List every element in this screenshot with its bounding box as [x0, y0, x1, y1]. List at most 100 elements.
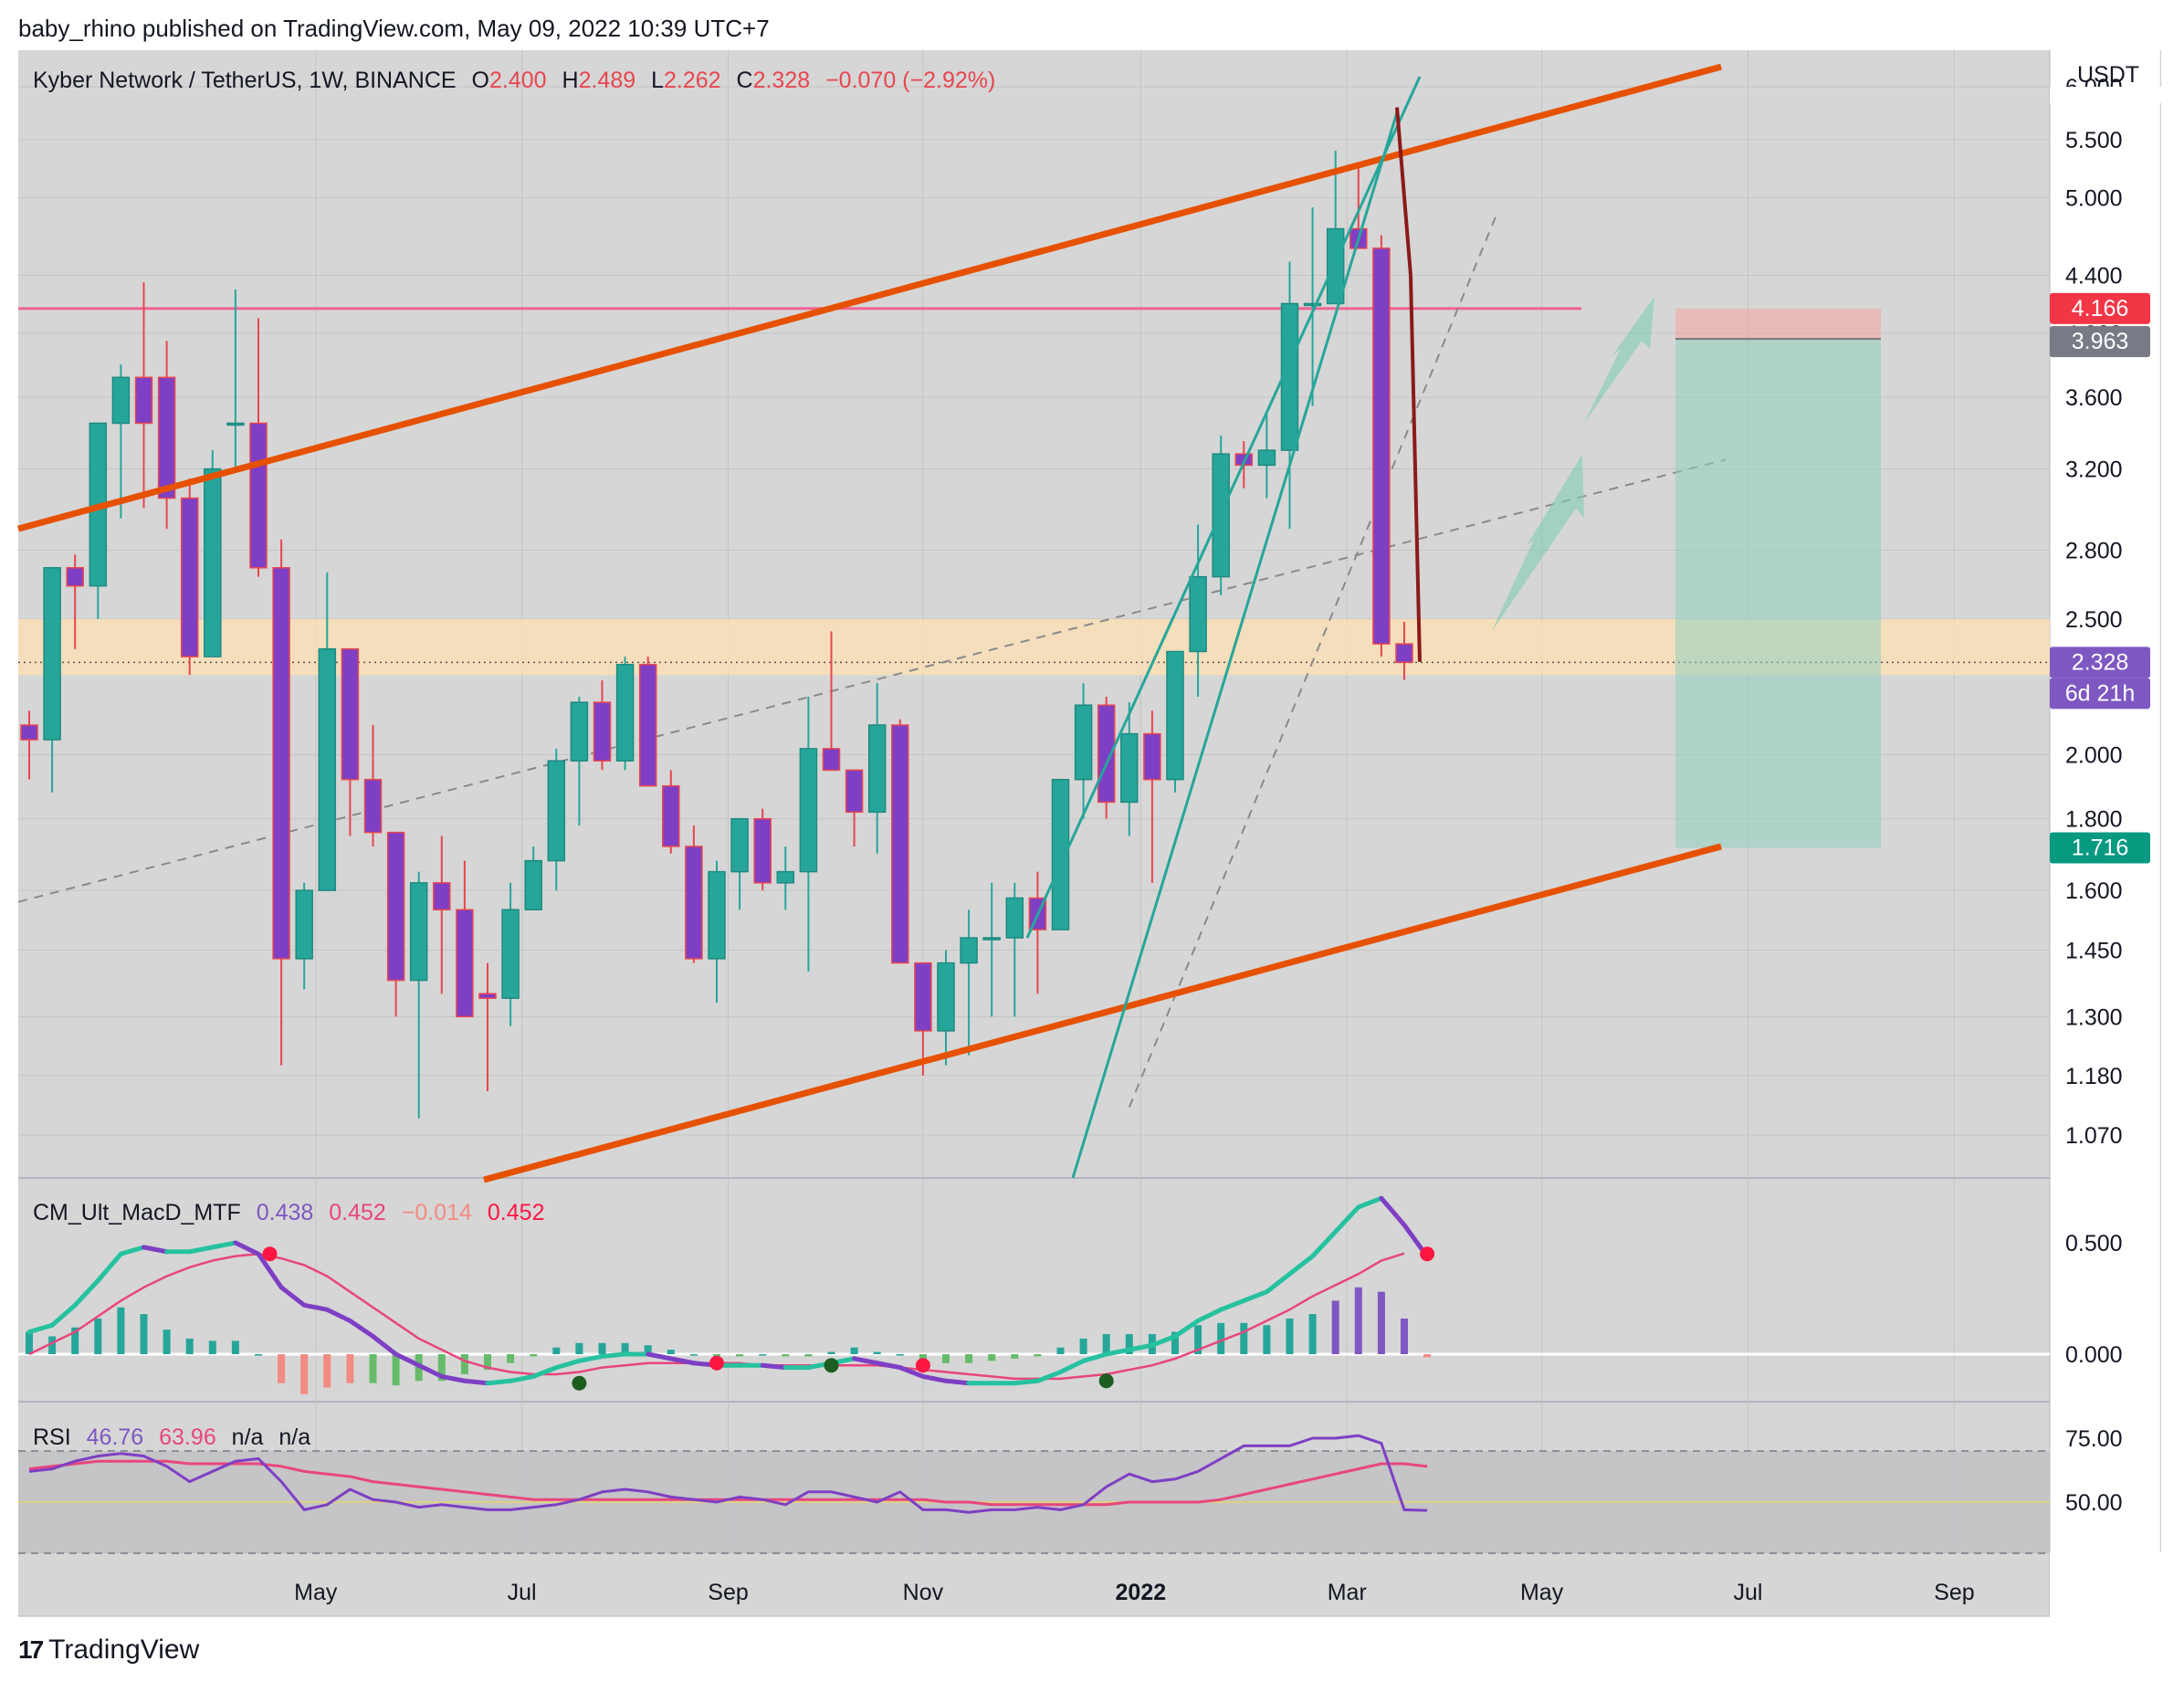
macd-line-segment [49, 1302, 78, 1328]
macd-line-segment [462, 1378, 490, 1386]
rsi-name: RSI [33, 1424, 71, 1450]
price-tick-label: 1.450 [2065, 939, 2123, 964]
time-tick-label: Sep [708, 1580, 748, 1605]
price-label-box [2050, 678, 2150, 710]
macd-histogram-bar [1308, 1314, 1317, 1354]
price-axis[interactable]: 6.0005.5005.0004.4004.0003.6003.2002.800… [2050, 62, 2184, 1516]
candle-body [433, 882, 451, 910]
macd-line-segment [416, 1362, 445, 1379]
tradingview-logo[interactable]: 17 TradingView [18, 1635, 199, 1666]
candle-body [1189, 575, 1207, 653]
macd-cross-dot [709, 1355, 724, 1371]
macd-histogram-bar [346, 1354, 354, 1383]
time-axis[interactable]: MayJulSepNov2022MarMayJulSepNov [294, 1552, 2184, 1616]
dashed-wedge-midline [1128, 216, 1497, 1108]
price-label-box [2050, 647, 2150, 678]
macd-histogram-bar [94, 1318, 102, 1354]
candle-body [249, 422, 268, 569]
candle-body [615, 663, 635, 762]
macd-histogram-bar [530, 1354, 538, 1357]
price-label-box [2050, 832, 2150, 864]
macd-histogram-bar [1217, 1322, 1225, 1354]
macd-histogram-bar [392, 1354, 400, 1386]
macd-line-segment [898, 1365, 926, 1379]
macd-line-segment [760, 1362, 788, 1371]
candle-body [134, 376, 153, 425]
macd-histogram-bar [988, 1354, 996, 1361]
macd-cross-dot [1420, 1246, 1435, 1262]
price-axis-mask [2050, 87, 2184, 103]
projection-arrow-2 [1580, 296, 1654, 433]
time-axis-mask [2050, 1552, 2184, 1616]
macd-cross-dot [572, 1375, 587, 1391]
macd-line-segment [301, 1302, 330, 1312]
macd-histogram-bar [369, 1354, 377, 1383]
candle-body [1097, 704, 1116, 804]
position-target-zone [1675, 339, 1881, 848]
macd-line-segment [1333, 1204, 1361, 1235]
macd-line-segment [278, 1285, 307, 1308]
macd-pane-bg [18, 1178, 2050, 1402]
candle-body [1395, 643, 1413, 664]
macd-line-segment [1172, 1318, 1201, 1339]
candle-body [1326, 227, 1345, 305]
macd-histogram-bar [300, 1354, 309, 1394]
candle-body [662, 784, 680, 847]
macd-value-4: 0.452 [487, 1200, 545, 1225]
macd-histogram-bar [644, 1345, 652, 1354]
macd-histogram-bar [48, 1336, 57, 1354]
candle-body [157, 376, 176, 499]
macd-line-segment [576, 1353, 604, 1363]
macd-line-segment [1012, 1378, 1040, 1386]
rsi-tick-label: 50.00 [2065, 1490, 2123, 1516]
candle-body [708, 870, 726, 960]
macd-line-segment [95, 1251, 123, 1283]
macd-line-segment [530, 1365, 559, 1379]
price-tick-label: 1.180 [2065, 1064, 2123, 1089]
candle-body [982, 937, 1001, 941]
candle-body [1257, 449, 1276, 467]
macd-histogram-bar [782, 1354, 790, 1357]
candle-body [111, 376, 131, 425]
candle-body [799, 748, 818, 873]
macd-histogram-bar [1354, 1287, 1362, 1354]
macd-line-segment [668, 1356, 697, 1366]
price-label-box [2050, 292, 2150, 324]
drop-line-1 [1395, 107, 1412, 276]
rsi-legend: RSI 46.76 63.96 n/a n/a [33, 1424, 310, 1451]
macd-line-segment [1310, 1229, 1339, 1259]
price-tick-label: 4.400 [2065, 264, 2123, 289]
macd-line-segment [1150, 1333, 1178, 1348]
candle-body [226, 422, 245, 426]
macd-line-segment [508, 1373, 536, 1383]
macd-line-segment [920, 1373, 949, 1383]
macd-line-segment [600, 1351, 628, 1359]
macd-line-segment [1081, 1351, 1109, 1363]
drawings-back [17, 216, 2050, 1108]
macd-line-segment [852, 1356, 880, 1366]
candle-body [43, 567, 61, 741]
low-value: 2.262 [663, 68, 721, 93]
macd-name: CM_Ult_MacD_MTF [33, 1200, 241, 1225]
time-tick-label: Mar [1328, 1580, 1367, 1605]
price-label-text: 6d 21h [2065, 680, 2135, 706]
macd-line-segment [1287, 1254, 1316, 1277]
candle-body [1051, 778, 1070, 930]
macd-histogram-bar [804, 1354, 813, 1357]
macd-histogram-bar [1377, 1291, 1385, 1354]
macd-line-segment [1241, 1289, 1269, 1303]
candle-body [524, 859, 542, 910]
macd-line-segment [394, 1351, 422, 1368]
macd-histogram-bar [1423, 1354, 1432, 1358]
macd-line-segment [1356, 1195, 1384, 1210]
macd-line-segment [1379, 1195, 1407, 1227]
macd-histogram-bar [117, 1307, 125, 1354]
candle-body [730, 817, 749, 873]
tradingview-brand: TradingView [48, 1635, 200, 1665]
price-tick-label: 3.200 [2065, 457, 2123, 483]
candle-body [822, 748, 841, 772]
macd-value-1: 0.438 [256, 1200, 314, 1225]
candle-body [638, 663, 657, 787]
candle-body [570, 701, 589, 762]
